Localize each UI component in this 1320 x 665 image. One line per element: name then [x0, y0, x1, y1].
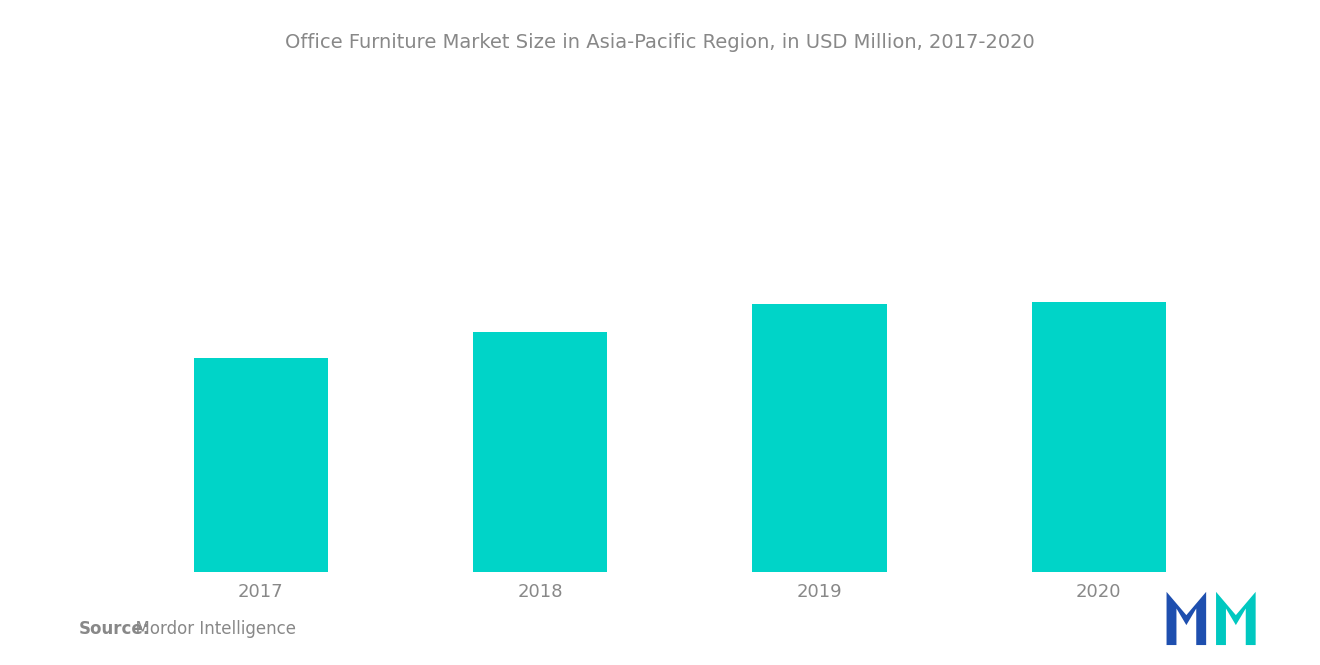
Polygon shape: [1216, 592, 1255, 645]
Text: Source:: Source:: [79, 620, 150, 638]
Bar: [752, 305, 887, 572]
Bar: [1032, 303, 1166, 572]
Polygon shape: [1167, 592, 1206, 645]
Bar: [194, 358, 327, 572]
Bar: [473, 332, 607, 572]
Text: Mordor Intelligence: Mordor Intelligence: [125, 620, 297, 638]
Text: Office Furniture Market Size in Asia-Pacific Region, in USD Million, 2017-2020: Office Furniture Market Size in Asia-Pac…: [285, 33, 1035, 53]
